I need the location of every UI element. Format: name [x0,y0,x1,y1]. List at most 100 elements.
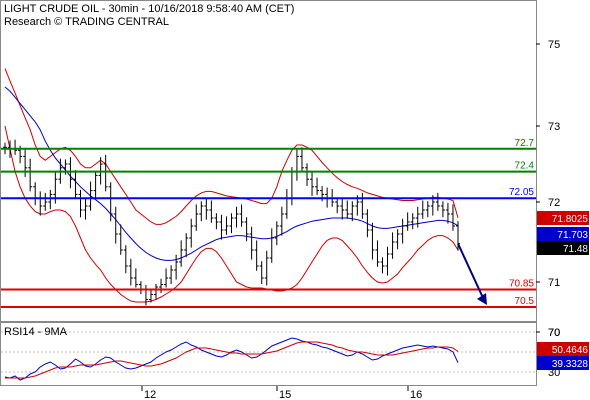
price-bar [410,213,415,230]
price-bar [159,278,164,293]
price-bar [279,206,284,236]
price-tag-71.8025-text: 71.8025 [552,214,589,225]
price-bar [435,192,440,211]
price-bar [229,213,234,234]
price-bar [425,201,430,218]
price-bar [169,265,174,284]
price-bar [148,288,153,303]
price-bar [154,284,158,299]
price-bar [214,213,219,230]
rsi-title: RSI14 - 9MA [4,326,68,338]
price-bar [310,172,315,196]
price-bar [420,200,425,219]
levels-layer: 72.7 72.4 72.05 70.85 70.5 [1,138,536,308]
price-bar [28,158,33,192]
price-bar [405,212,410,231]
price-bar [340,198,345,220]
level-label-72.7: 72.7 [515,138,535,149]
price-tag-71.703-text: 71.703 [557,230,588,241]
level-label-70.85: 70.85 [509,279,534,290]
price-bar [375,240,380,267]
lower-band-line [4,125,459,303]
price-bar [350,201,355,222]
price-bar [415,206,420,228]
price-bar [128,258,133,286]
price-bar [78,189,83,218]
price-bar [264,250,269,286]
rsi-ma-line [5,341,459,379]
price-bar [189,218,194,248]
price-bar [118,224,123,255]
price-bar [204,198,209,220]
projection-arrow-shaft [457,243,485,301]
rsi-tag-50.4646: 50.4646 [537,342,589,356]
price-bar [234,206,239,228]
price-bar [199,201,204,222]
price-bar [219,214,224,240]
rsi-tag-39.3328-box [537,356,589,370]
price-bar [390,232,395,259]
price-bar [113,206,118,244]
projection-arrow-head [477,293,487,305]
price-bar [370,222,375,260]
rsi-panel-frame [0,322,537,386]
projection-arrow-layer [457,243,487,305]
rsi-tag-39.3328: 39.3328 [537,356,589,370]
price-bar [345,200,350,219]
price-bar [133,268,138,288]
x-tick-label-15: 15 [279,389,291,400]
x-tick-label-16: 16 [410,389,422,400]
price-tick-label-75: 75 [548,39,560,51]
value-tags-layer: 71.8025 71.703 71.48 50.4646 39.3328 [537,211,589,370]
price-bar [254,240,259,271]
chart-source: Research © TRADING CENTRAL [4,16,169,28]
price-bar [209,200,214,223]
price-bar [83,198,88,220]
price-bar [194,204,199,231]
price-bars-layer [3,139,460,306]
price-bar [269,228,274,263]
price-bar [43,192,48,211]
price-bar [400,218,405,244]
rsi-tag-50.4646-box [537,342,589,356]
level-label-72.4: 72.4 [515,161,535,172]
price-bar [164,268,169,288]
level-label-72.05: 72.05 [509,187,534,198]
level-label-70.5: 70.5 [515,296,535,307]
price-bar [249,226,254,260]
price-tag-71.48-text: 71.48 [563,244,588,255]
price-bar [68,157,73,189]
price-bar [365,209,370,238]
price-tag-71.8025: 71.8025 [537,211,589,225]
price-bar [48,189,53,210]
price-bar [380,257,385,274]
rsi-tag-39.3328-text: 39.3328 [552,359,589,370]
price-bar [244,217,249,242]
rsi-line [4,337,459,381]
rsi-tag-50.4646-text: 50.4646 [552,345,589,356]
x-tick-label-12: 12 [144,389,156,400]
price-tag-71.703: 71.703 [537,227,589,241]
price-tick-label-73: 73 [548,121,560,133]
price-panel-frame [0,0,537,322]
price-bar [395,229,400,250]
price-bar [224,216,229,235]
price-tick-label-71: 71 [548,277,560,289]
price-bar [93,170,98,198]
moving-average-line [4,86,459,261]
chart-title: LIGHT CRUDE OIL - 30min - 10/16/2018 9:5… [4,3,294,15]
price-bar [315,177,320,196]
price-bar [445,202,450,224]
rsi-layer [1,331,536,381]
price-bar [73,170,78,199]
rsi-tick-label-30: 30 [548,367,560,379]
price-bar [450,204,455,231]
price-bar [259,261,264,284]
moving-average-layer [4,86,459,261]
price-tag-71.48: 71.48 [537,241,589,255]
price-bar [174,254,179,280]
price-bar [274,221,279,246]
price-tag-71.48-box [537,241,589,255]
rsi-tick-label-70: 70 [548,327,560,339]
